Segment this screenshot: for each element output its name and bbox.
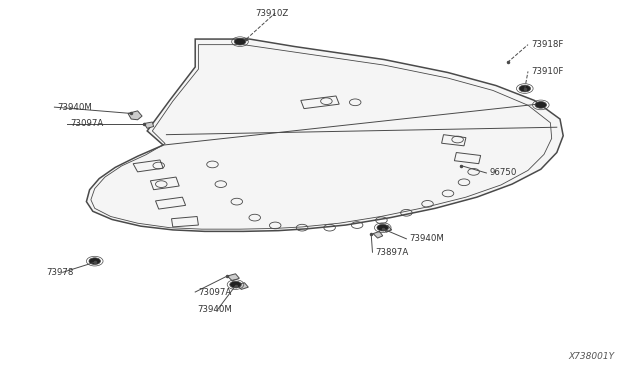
Text: X738001Y: X738001Y xyxy=(568,352,614,361)
Text: 73940M: 73940M xyxy=(197,305,232,314)
Polygon shape xyxy=(128,111,142,120)
Text: 96750: 96750 xyxy=(490,169,517,177)
Text: 73940M: 73940M xyxy=(58,103,92,112)
Polygon shape xyxy=(373,231,383,238)
Text: 73910Z: 73910Z xyxy=(255,9,289,17)
Circle shape xyxy=(535,102,547,108)
Text: 73978: 73978 xyxy=(46,268,73,277)
Circle shape xyxy=(89,258,100,264)
Polygon shape xyxy=(86,39,563,231)
Text: 73097A: 73097A xyxy=(70,119,104,128)
Text: 73918F: 73918F xyxy=(531,40,564,49)
Text: 73910F: 73910F xyxy=(531,67,564,76)
Circle shape xyxy=(234,38,246,45)
Circle shape xyxy=(519,85,531,92)
Text: 73897A: 73897A xyxy=(376,248,409,257)
Polygon shape xyxy=(144,122,154,128)
Polygon shape xyxy=(237,283,248,289)
Circle shape xyxy=(230,281,241,288)
Text: 73940M: 73940M xyxy=(410,234,444,243)
Text: 73097A: 73097A xyxy=(198,288,232,296)
Polygon shape xyxy=(227,274,239,281)
Circle shape xyxy=(377,224,388,231)
Polygon shape xyxy=(381,225,392,232)
